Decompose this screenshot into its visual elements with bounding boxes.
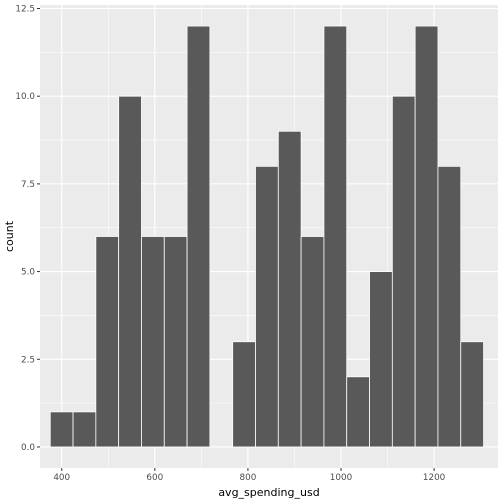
y-tick-label: 5.0 [21,268,35,278]
y-tick-label: 7.5 [21,180,35,190]
histogram-bar [369,271,393,448]
y-axis-title: count [3,220,16,252]
x-axis-title: avg_spending_usd [218,486,319,499]
x-tick-label: 600 [146,473,163,483]
histogram-bar [255,165,279,448]
histogram-bar [118,95,142,448]
y-tick-label: 2.5 [21,355,35,365]
x-tick-label: 400 [53,473,70,483]
bars [49,25,484,448]
y-tick-label: 12.5 [15,5,35,15]
histogram-bar [323,25,348,448]
y-tick-label: 0.0 [21,443,35,453]
histogram-bar [414,25,439,448]
histogram-bar [49,411,74,448]
histogram-bar [460,341,484,448]
histogram-bar [346,376,370,448]
y-axis-ticks: 0.0 2.5 5.0 7.5 10.0 12.5 [15,5,40,453]
histogram-bar [163,236,188,448]
histogram-bar [186,25,211,448]
histogram-bar [437,165,462,448]
histogram-bar [300,236,325,448]
histogram-bar [277,130,302,448]
histogram-bar [72,411,97,448]
histogram-bar [141,236,165,448]
x-tick-label: 800 [240,473,257,483]
y-tick-label: 10.0 [15,92,35,102]
x-tick-label: 1200 [423,473,446,483]
histogram-bar [391,95,416,448]
x-tick-label: 1000 [330,473,353,483]
histogram-bar [232,341,256,448]
histogram-bar [95,236,120,448]
x-axis-ticks: 400 600 800 1000 1200 [53,468,446,483]
